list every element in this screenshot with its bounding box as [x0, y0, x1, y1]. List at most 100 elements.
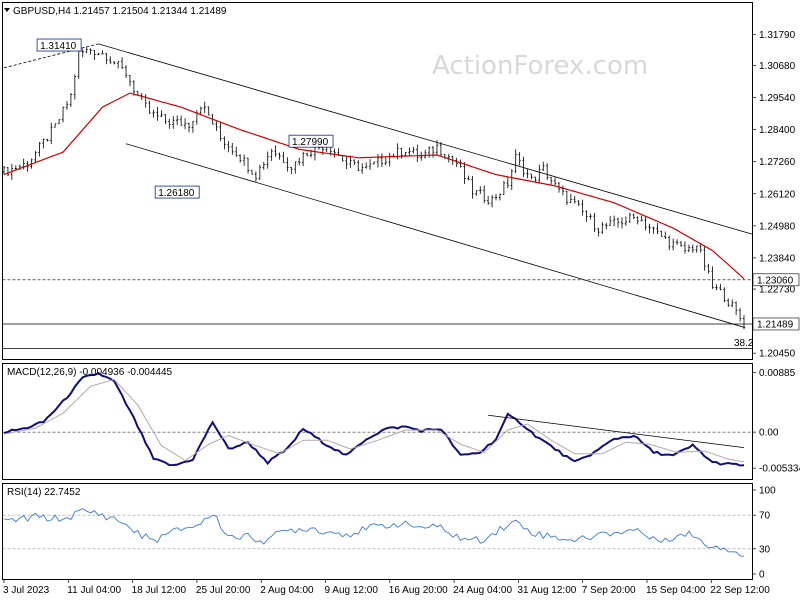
candle [333, 148, 336, 158]
candle [730, 299, 734, 308]
candle [675, 239, 679, 246]
candle [573, 195, 576, 204]
candle [227, 141, 230, 153]
candle [2, 165, 6, 175]
candle [652, 226, 655, 234]
x-tick-label: 24 Aug 04:00 [453, 585, 512, 596]
candle [727, 298, 730, 307]
candle [589, 213, 592, 220]
channel-lower-line [125, 143, 745, 328]
candle [530, 173, 533, 180]
price-tick-label: 1.24980 [759, 221, 796, 232]
candle [479, 186, 482, 195]
price-plot: 1.31410 1.26180 1.27990 [2, 38, 753, 349]
candle [679, 241, 683, 247]
candle [274, 145, 277, 157]
x-tick-label: 18 Jul 12:00 [132, 585, 187, 596]
candle [569, 193, 573, 203]
candle [144, 94, 147, 108]
rsi-line [3, 508, 745, 557]
fib-label: 38.2 [734, 338, 754, 349]
candle [223, 136, 226, 150]
candle [514, 149, 517, 174]
candle [738, 307, 742, 322]
candle [46, 138, 49, 142]
candle [93, 49, 96, 60]
candle [471, 175, 474, 199]
x-tick-label: 2 Aug 04:00 [260, 585, 314, 596]
x-tick-label: 7 Sep 20:00 [582, 585, 636, 596]
candle [132, 80, 136, 96]
candle [475, 190, 478, 196]
price-annotation: 1.26180 [154, 185, 200, 199]
candle [518, 152, 521, 166]
candle [719, 283, 722, 291]
candle [534, 176, 537, 182]
candle [620, 217, 624, 229]
candle [691, 244, 695, 253]
rsi-tick-label: 30 [759, 544, 771, 555]
price-tick-label: 1.31790 [759, 30, 796, 41]
price-panel-title: GBPUSD,H4 1.21457 1.21504 1.21344 1.2148… [13, 6, 227, 17]
annotation-box [288, 134, 334, 148]
price-tick-label: 1.22730 [759, 285, 796, 296]
candle [585, 210, 588, 222]
price-panel-frame [2, 2, 753, 360]
candle [6, 167, 10, 177]
price-tick-label: 1.28400 [759, 125, 796, 136]
candle [77, 49, 80, 79]
candle [577, 200, 580, 207]
candle [581, 199, 584, 216]
price-annotation: 1.27990 [288, 134, 334, 148]
candle [545, 163, 549, 180]
candle [683, 241, 687, 254]
candle [502, 180, 506, 195]
macd-trendline [488, 414, 745, 449]
candle [164, 114, 167, 125]
candle [526, 169, 529, 179]
candle [231, 142, 234, 155]
candle [250, 170, 254, 175]
moving-average-line [3, 92, 745, 280]
candle [408, 147, 411, 156]
candle [664, 231, 667, 240]
candle [258, 164, 262, 180]
x-tick-label: 22 Sep 12:00 [710, 585, 770, 596]
candle [152, 109, 155, 118]
candle [175, 115, 179, 126]
candle [148, 101, 151, 114]
candle [61, 106, 65, 123]
x-tick-label: 11 Jul 04:00 [67, 585, 121, 596]
candle [207, 106, 210, 116]
candle [349, 155, 352, 169]
dropdown-arrow-icon[interactable] [4, 8, 10, 12]
candle [644, 215, 647, 231]
price-annotation: 1.31410 [36, 38, 82, 52]
candle [715, 284, 718, 291]
candle [97, 52, 100, 56]
candle [400, 148, 403, 159]
candle [172, 116, 175, 129]
price-level-label: 1.21489 [757, 319, 794, 330]
candle [542, 161, 545, 172]
candle [447, 153, 450, 163]
candle [156, 107, 159, 121]
candle [384, 156, 388, 166]
candle [290, 166, 293, 175]
candle [254, 171, 258, 182]
candle [648, 223, 651, 234]
candle [565, 190, 569, 206]
candle [116, 60, 120, 69]
candle [498, 193, 502, 201]
candle [660, 230, 663, 237]
candle [38, 142, 41, 157]
candle [101, 50, 104, 55]
candle [636, 216, 639, 225]
candle [616, 217, 620, 228]
annotation-label: 1.27990 [292, 137, 329, 148]
candle [53, 123, 57, 128]
candle [703, 245, 706, 271]
x-tick-label: 15 Sep 04:00 [646, 585, 706, 596]
candle [510, 169, 513, 191]
candle [668, 235, 671, 251]
